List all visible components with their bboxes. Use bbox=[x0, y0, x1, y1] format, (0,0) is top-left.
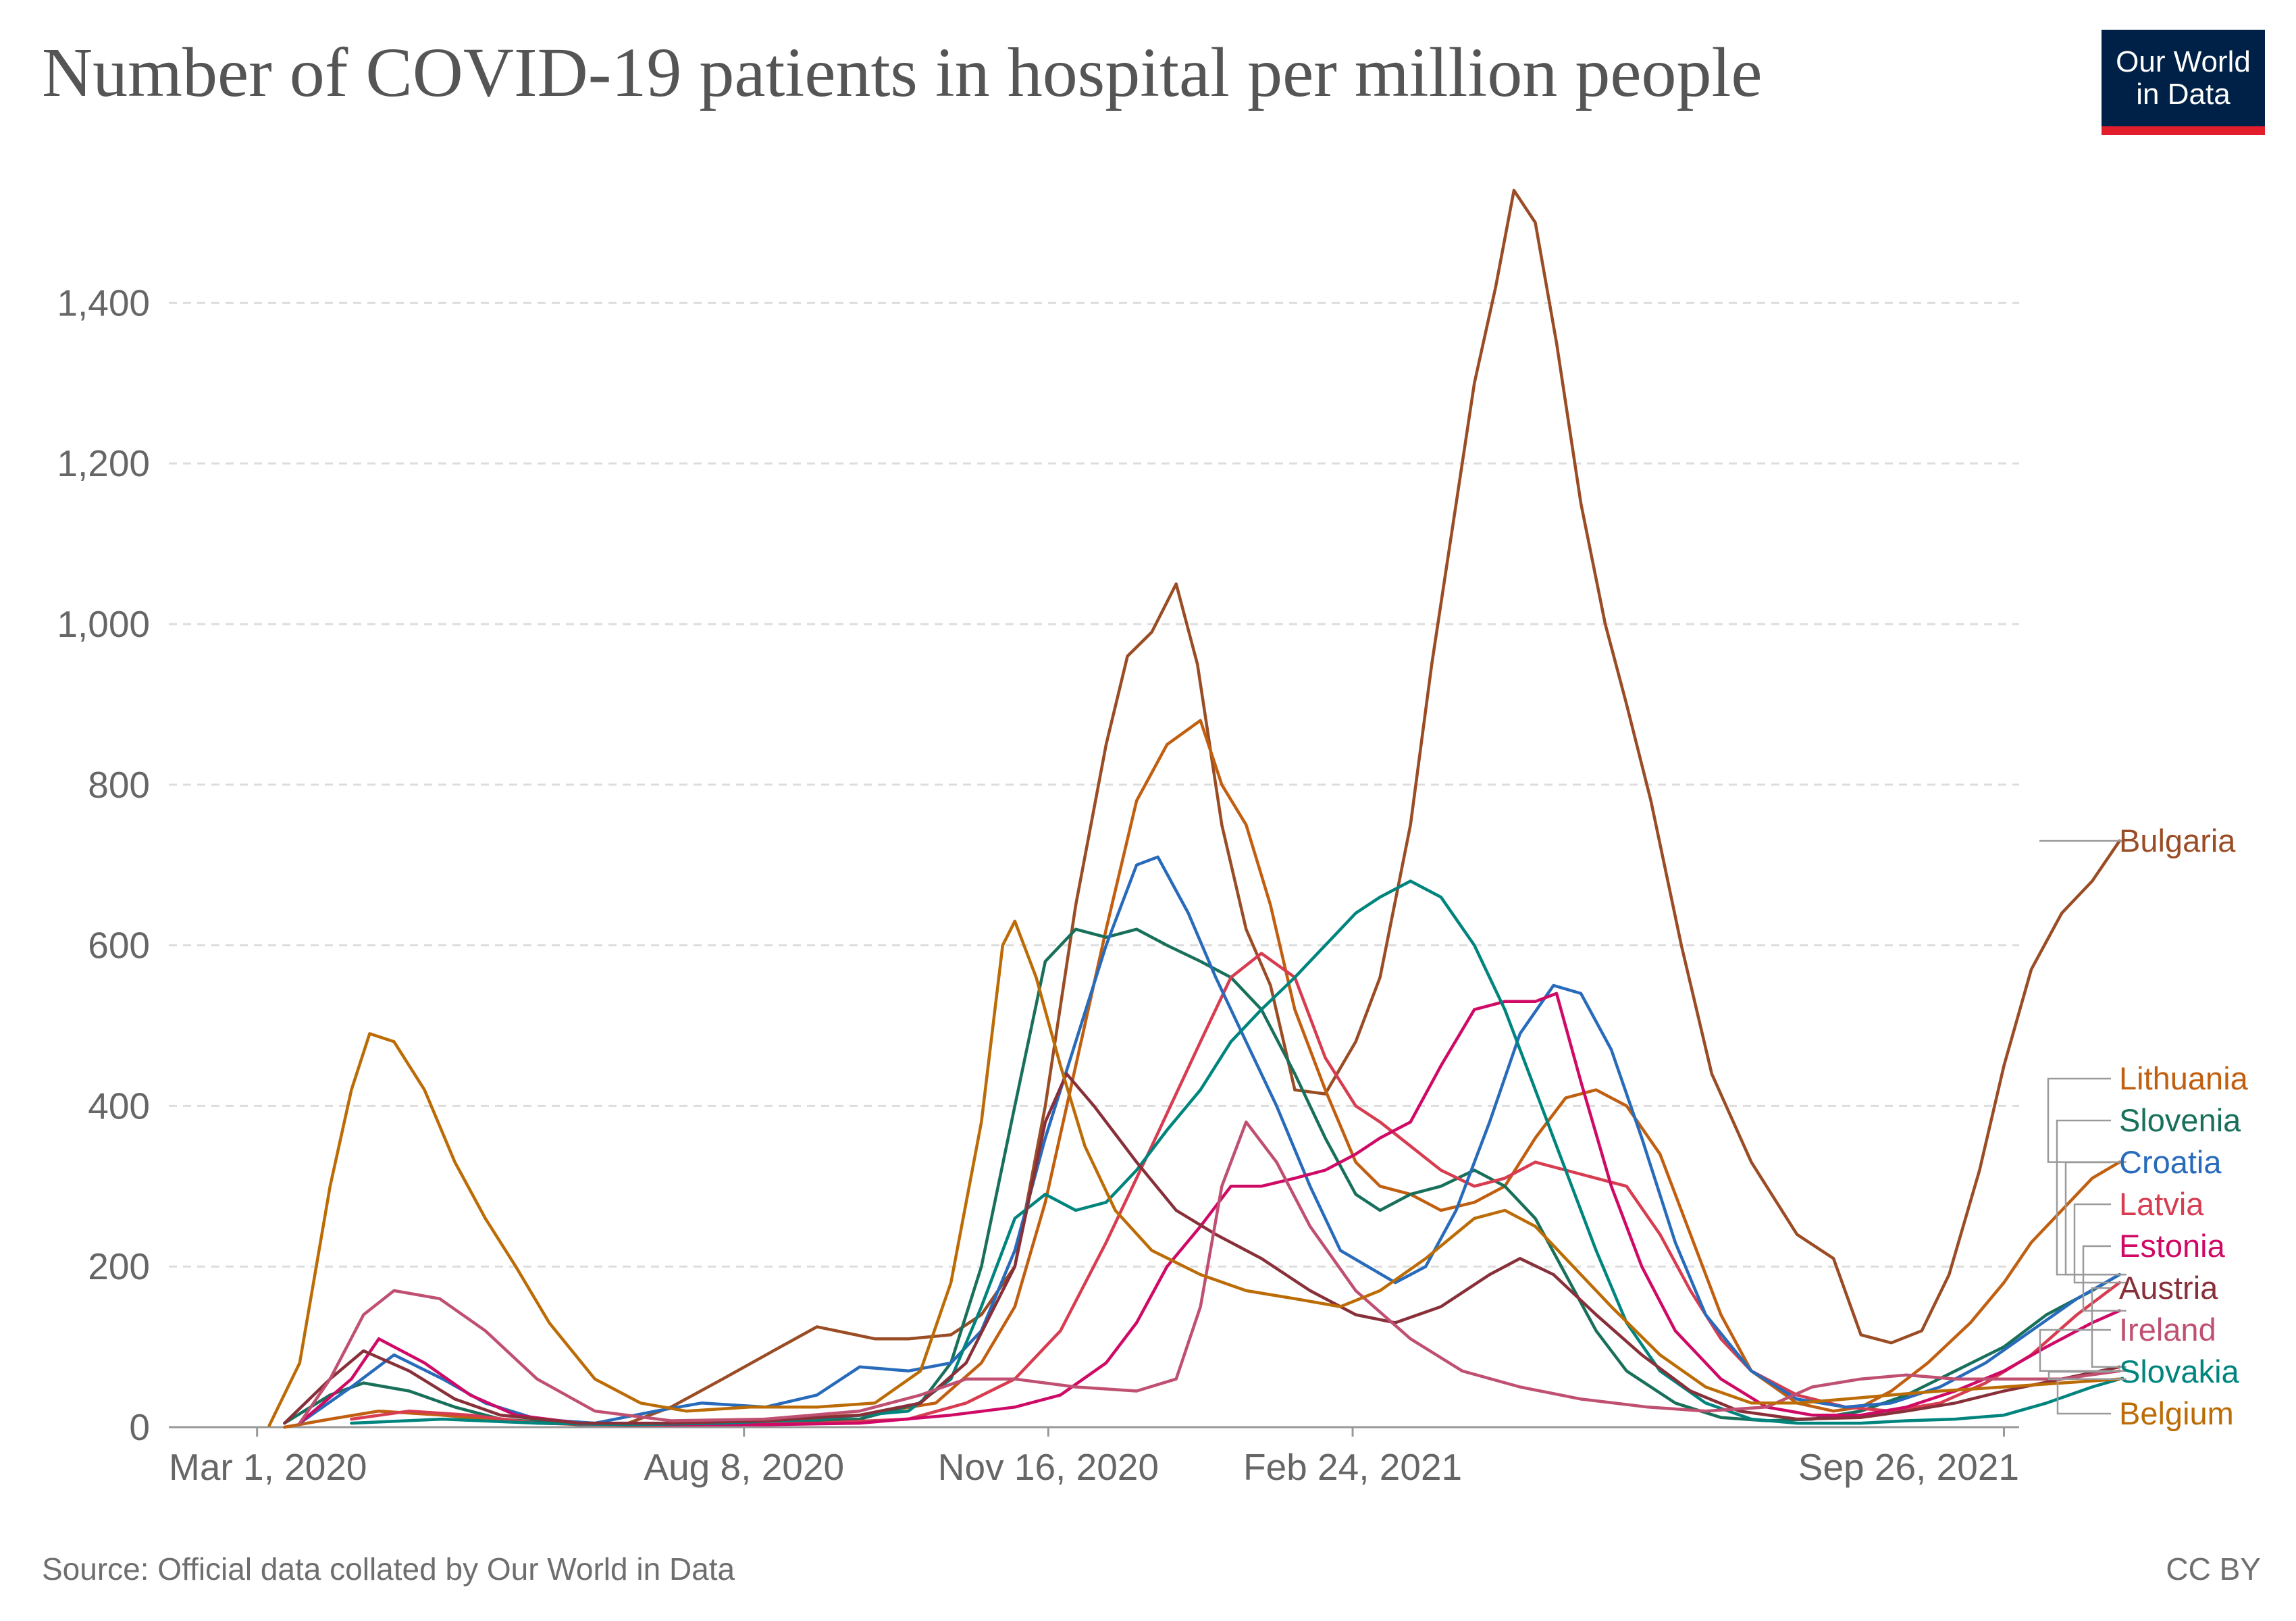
series-line-belgium bbox=[267, 919, 2121, 1427]
series-line-croatia bbox=[298, 855, 2121, 1425]
legend-connector bbox=[2056, 1378, 2127, 1415]
legend-label-croatia: Croatia bbox=[2119, 1144, 2222, 1180]
legend: Bulgaria Lithuania Slovenia Croatia Latvia Es… bbox=[2039, 823, 2249, 1431]
series-line-latvia bbox=[350, 952, 2121, 1427]
legend-label-estonia: Estonia bbox=[2119, 1228, 2226, 1264]
legend-label-slovenia: Slovenia bbox=[2119, 1102, 2241, 1138]
source-note: Source: Official data collated by Our Wo… bbox=[42, 1551, 735, 1587]
legend-label-bulgaria: Bulgaria bbox=[2119, 823, 2236, 858]
legend-label-latvia: Latvia bbox=[2119, 1186, 2204, 1222]
series-line-austria bbox=[283, 1072, 2121, 1425]
logo-line-1: Our World bbox=[2116, 45, 2251, 78]
legend-label-belgium: Belgium bbox=[2119, 1395, 2234, 1431]
y-tick-label: 200 bbox=[88, 1245, 150, 1287]
y-tick-label: 1,000 bbox=[57, 603, 150, 645]
x-tick-label: Feb 24, 2021 bbox=[1243, 1446, 1462, 1488]
logo-line-2: in Data bbox=[2136, 77, 2230, 111]
legend-connector bbox=[2064, 1161, 2127, 1276]
legend-label-ireland: Ireland bbox=[2119, 1312, 2216, 1347]
legend-connector bbox=[2082, 1245, 2127, 1312]
series-lines bbox=[267, 188, 2121, 1429]
chart-title: Number of COVID-19 patients in hospital … bbox=[42, 34, 1763, 111]
legend-label-slovakia: Slovakia bbox=[2119, 1354, 2240, 1389]
y-tick-label: 400 bbox=[88, 1085, 150, 1127]
x-tick-label: Sep 26, 2021 bbox=[1798, 1446, 2019, 1488]
legend-label-lithuania: Lithuania bbox=[2119, 1060, 2249, 1096]
legend-connector bbox=[2056, 1119, 2127, 1276]
legend-connector bbox=[2091, 1287, 2127, 1368]
x-tick-label: Aug 8, 2020 bbox=[644, 1446, 844, 1488]
legend-label-austria: Austria bbox=[2119, 1270, 2218, 1306]
y-tick-label: 0 bbox=[129, 1406, 150, 1448]
y-tick-label: 600 bbox=[88, 925, 150, 967]
y-axis-ticks: 0 200 400 600 800 1,000 1,200 1,400 bbox=[57, 282, 150, 1448]
x-tick-label: Mar 1, 2020 bbox=[169, 1446, 367, 1488]
y-tick-label: 1,400 bbox=[57, 282, 150, 324]
legend-connector bbox=[2073, 1203, 2127, 1284]
grid-lines bbox=[169, 301, 2019, 1268]
series-line-bulgaria bbox=[627, 188, 2121, 1425]
y-tick-label: 1,200 bbox=[57, 442, 150, 484]
y-tick-label: 800 bbox=[88, 764, 150, 806]
series-line-lithuania bbox=[283, 719, 2121, 1429]
license-link[interactable]: CC BY bbox=[2166, 1551, 2261, 1587]
owid-logo[interactable]: Our World in Data bbox=[2102, 30, 2265, 135]
series-line-estonia bbox=[298, 992, 2121, 1426]
series-line-ireland bbox=[298, 1120, 2121, 1425]
x-tick-label: Nov 16, 2020 bbox=[938, 1446, 1159, 1488]
x-axis: Mar 1, 2020 Aug 8, 2020 Nov 16, 2020 Feb 24… bbox=[169, 1426, 2019, 1488]
series-line-slovenia bbox=[283, 927, 2121, 1426]
